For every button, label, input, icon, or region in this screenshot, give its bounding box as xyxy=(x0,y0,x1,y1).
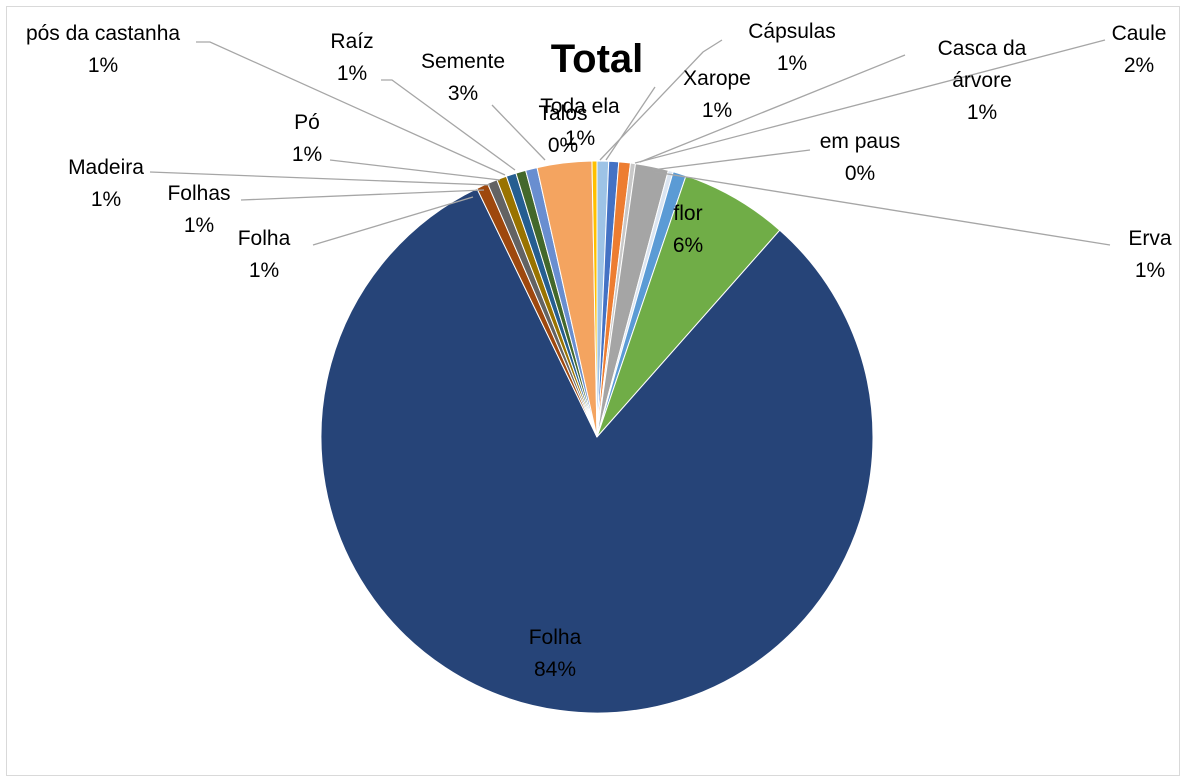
slice-name: Caule xyxy=(1112,22,1167,45)
slice-label-folhas: Folhas 1% xyxy=(167,182,230,237)
slice-label-talos: Talos 0% xyxy=(538,102,587,157)
slice-percent: 1% xyxy=(88,54,118,77)
slice-name: Casca da árvore xyxy=(938,37,1027,92)
leader-line-7 xyxy=(240,189,485,201)
slice-label-madeira: Madeira 1% xyxy=(68,156,144,211)
chart-title: Total xyxy=(551,37,644,81)
slice-percent: 1% xyxy=(1135,259,1165,282)
slice-name: Madeira xyxy=(68,156,144,179)
slice-name: Cápsulas xyxy=(748,20,836,43)
slice-percent: 1% xyxy=(337,62,367,85)
slice-percent: 1% xyxy=(249,259,279,282)
slice-percent: 1% xyxy=(292,143,322,166)
slice-label-semente: Semente 3% xyxy=(421,50,505,105)
slice-percent: 1% xyxy=(967,101,997,124)
slice-label-folha-small: Folha 1% xyxy=(238,227,291,282)
leader-lines xyxy=(149,39,1111,246)
leader-line-11 xyxy=(381,79,516,171)
slice-percent: 1% xyxy=(777,52,807,75)
slice-name: Semente xyxy=(421,50,505,73)
leader-line-10 xyxy=(196,41,506,176)
pie-slice-8 xyxy=(320,187,874,714)
leader-line-5 xyxy=(654,171,1111,246)
slice-label-xarope: Xarope 1% xyxy=(683,67,751,122)
slice-name: Toda ela xyxy=(540,95,620,118)
pie-slice-16 xyxy=(591,160,598,438)
pie-slices xyxy=(320,160,874,714)
slice-label-casca-da-arvore: Casca da árvore 1% xyxy=(938,37,1027,124)
leader-line-4 xyxy=(651,149,811,171)
slice-name: Folha xyxy=(529,626,582,649)
leader-line-3 xyxy=(634,39,1106,164)
leader-line-2 xyxy=(639,54,906,163)
slice-percent: 0% xyxy=(845,162,875,185)
slice-percent: 1% xyxy=(702,99,732,122)
slice-name: flor xyxy=(673,202,702,225)
slice-label-raiz: Raíz 1% xyxy=(330,30,373,85)
slice-name: Folha xyxy=(238,227,291,250)
slice-label-flor: flor 6% xyxy=(673,202,703,257)
slice-name: Raíz xyxy=(330,30,373,53)
slice-label-erva: Erva 1% xyxy=(1128,227,1172,282)
leader-line-8 xyxy=(149,171,491,186)
leader-line-9 xyxy=(329,159,501,181)
slice-percent: 6% xyxy=(673,234,703,257)
slice-percent: 0% xyxy=(548,134,578,157)
slice-percent: 1% xyxy=(184,214,214,237)
slice-label-pos-da-castanha: pós da castanha 1% xyxy=(26,22,180,77)
leader-line-12 xyxy=(491,104,546,161)
slice-percent: 1% xyxy=(91,188,121,211)
slice-percent: 3% xyxy=(448,82,478,105)
leader-line-6 xyxy=(312,196,474,246)
slice-name: pós da castanha xyxy=(26,22,180,45)
slice-label-caule: Caule 2% xyxy=(1112,22,1167,77)
slice-name: Xarope xyxy=(683,67,751,90)
slice-name: Pó xyxy=(294,111,320,134)
slice-percent: 84% xyxy=(534,658,576,681)
leader-line-0 xyxy=(599,39,723,161)
slice-percent: 1% xyxy=(565,127,595,150)
leader-line-1 xyxy=(605,86,656,161)
slice-name: Folhas xyxy=(167,182,230,205)
slice-name: em paus xyxy=(820,130,901,153)
slice-label-em-paus: em paus 0% xyxy=(820,130,901,185)
slice-label-toda-ela: Toda ela 1% xyxy=(540,95,620,150)
slice-name: Erva xyxy=(1128,227,1172,250)
slice-label-po: Pó 1% xyxy=(292,111,322,166)
slice-label-capsulas: Cápsulas 1% xyxy=(748,20,836,75)
slice-name: Talos xyxy=(538,102,587,125)
slice-label-folha-main: Folha 84% xyxy=(529,626,582,681)
slice-percent: 2% xyxy=(1124,54,1154,77)
